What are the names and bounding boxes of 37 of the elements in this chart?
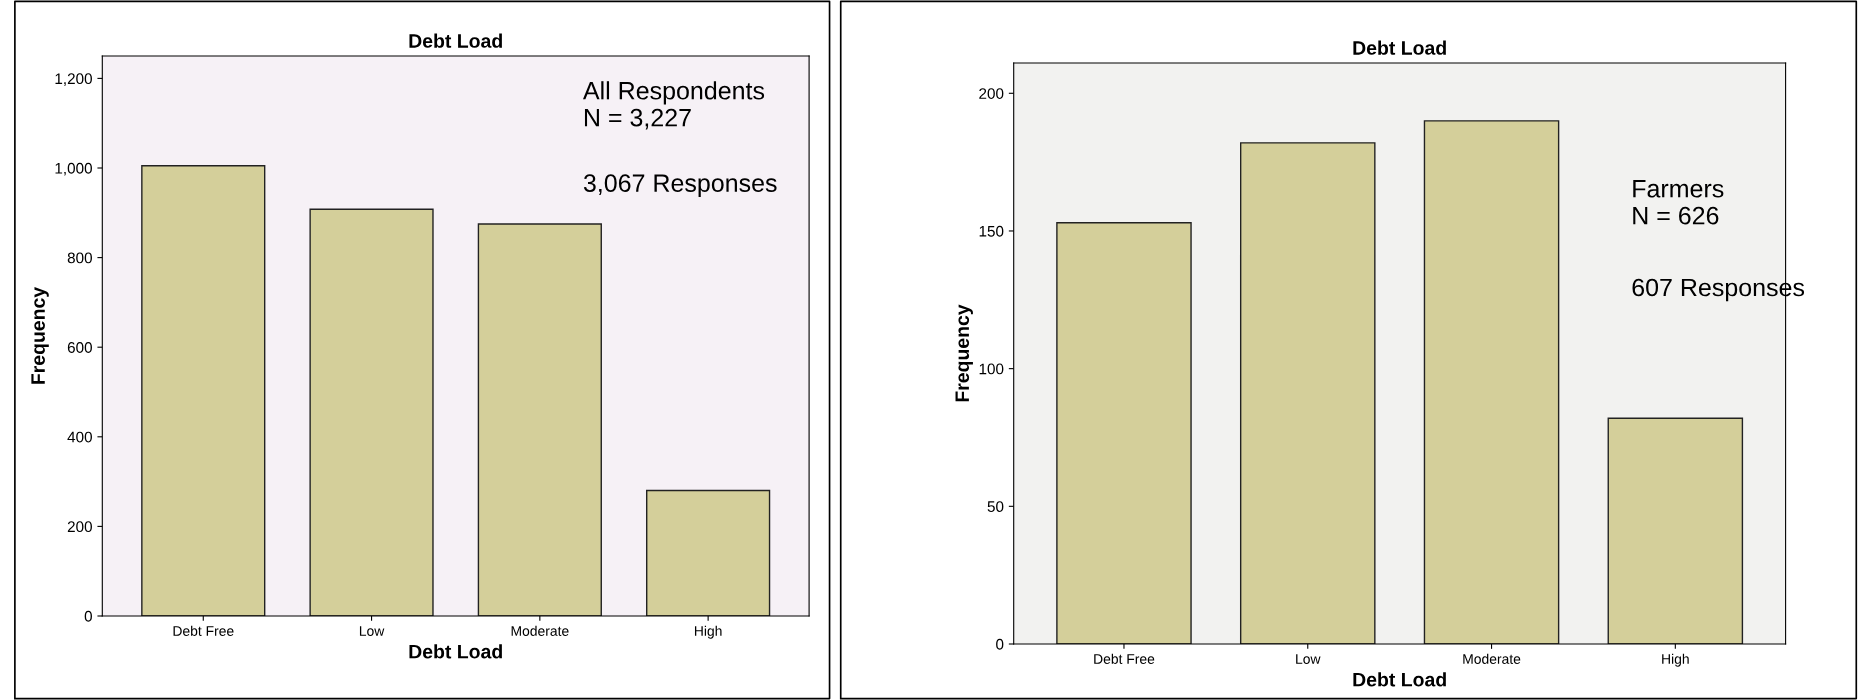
- bar: [477, 223, 602, 616]
- bar: [1423, 120, 1560, 644]
- annotation: All Respondents N = 3,227: [582, 81, 765, 130]
- y-tick-label: 400: [67, 431, 92, 443]
- x-tick-label: Low: [1296, 654, 1321, 664]
- x-tick-label: Moderate: [511, 625, 569, 636]
- x-axis-title: Debt Load: [409, 644, 502, 659]
- bar: [1239, 142, 1376, 644]
- x-axis-title: Debt Load: [1353, 672, 1446, 687]
- bar: [1607, 417, 1744, 644]
- chart-title: Debt Load: [1353, 40, 1446, 55]
- x-tick-label: High: [694, 625, 722, 639]
- y-axis-title: Frequency: [955, 304, 973, 402]
- y-axis-title: Frequency: [31, 286, 49, 384]
- y-tick-label: 600: [67, 342, 92, 353]
- y-tick-label: 150: [979, 225, 1004, 237]
- y-tick-label: 0: [996, 638, 1004, 650]
- y-tick-label: 1,200: [55, 73, 92, 86]
- y-tick-label: 200: [67, 521, 92, 533]
- x-tick-label: Debt Free: [173, 625, 234, 636]
- chart-title: Debt Load: [409, 33, 502, 48]
- y-tick-label: 100: [979, 363, 1004, 375]
- bar: [309, 208, 434, 616]
- y-tick-label: 50: [987, 501, 1004, 513]
- annotation: 3,067 Responses: [583, 174, 777, 197]
- bar: [1056, 222, 1192, 644]
- bar: [141, 165, 266, 616]
- x-tick-label: Moderate: [1463, 653, 1521, 664]
- annotation: Farmers N = 626: [1633, 180, 1724, 225]
- x-tick-label: Debt Free: [1094, 653, 1155, 664]
- bar: [646, 489, 771, 616]
- x-tick-label: High: [1662, 653, 1689, 667]
- y-tick-label: 1,000: [55, 162, 92, 176]
- y-tick-label: 200: [979, 88, 1004, 99]
- y-tick-label: 800: [67, 252, 92, 264]
- y-tick-label: 0: [84, 610, 92, 622]
- x-tick-label: Low: [359, 626, 385, 636]
